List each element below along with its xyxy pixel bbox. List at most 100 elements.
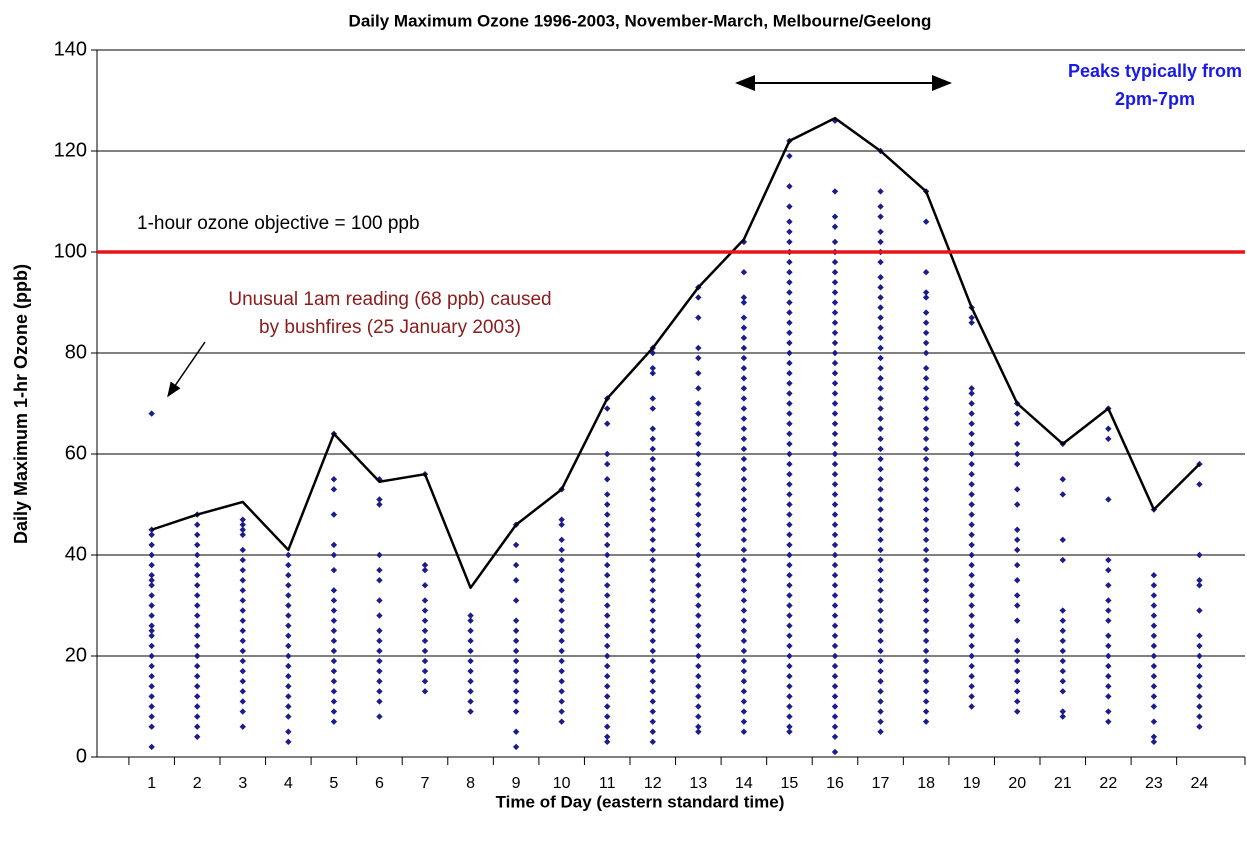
data-point: [512, 617, 520, 624]
data-point: [922, 617, 930, 624]
data-point: [649, 435, 656, 443]
data-point: [786, 460, 793, 468]
data-point: [922, 445, 930, 453]
data-point: [558, 516, 565, 523]
data-point: [968, 642, 975, 650]
data-point: [330, 617, 338, 624]
data-point: [148, 551, 155, 559]
data-point: [649, 526, 656, 533]
data-point: [604, 561, 611, 569]
data-point: [877, 228, 884, 235]
data-point: [285, 652, 292, 660]
data-point: [740, 395, 748, 402]
data-point: [968, 491, 975, 498]
data-point: [558, 637, 565, 645]
data-point: [877, 425, 884, 432]
data-point: [148, 410, 155, 417]
data-point: [831, 713, 839, 720]
data-point: [1105, 683, 1112, 690]
data-point: [740, 617, 748, 624]
data-point: [239, 556, 246, 564]
data-point: [695, 642, 702, 650]
data-point: [1105, 662, 1112, 670]
data-point: [1105, 693, 1112, 700]
data-point: [922, 587, 930, 594]
data-point: [649, 516, 656, 523]
data-point: [831, 471, 839, 478]
data-point: [239, 531, 246, 538]
data-point: [968, 460, 975, 468]
data-point: [330, 607, 338, 614]
data-point: [604, 460, 611, 468]
data-point: [922, 465, 930, 473]
data-point: [695, 294, 702, 301]
data-point: [740, 556, 748, 564]
data-point: [877, 637, 884, 645]
y-tick-label: 20: [65, 644, 87, 666]
data-point: [968, 662, 975, 670]
data-point: [1014, 602, 1021, 609]
data-point: [194, 592, 201, 599]
data-point: [740, 385, 748, 392]
data-point: [239, 597, 246, 604]
y-tick-label: 60: [65, 442, 87, 464]
data-point: [831, 592, 839, 599]
data-point: [285, 612, 292, 619]
data-point: [740, 506, 748, 513]
data-point: [1105, 425, 1112, 432]
x-tick-label: 1: [147, 775, 156, 792]
x-tick-label: 20: [1008, 775, 1026, 792]
data-point: [968, 440, 975, 448]
data-point: [740, 587, 748, 594]
data-point: [877, 213, 884, 220]
data-point: [1014, 526, 1021, 533]
data-point: [695, 723, 702, 730]
data-point: [194, 551, 201, 559]
data-point: [831, 440, 839, 448]
data-point: [968, 471, 975, 478]
data-point: [922, 294, 930, 301]
data-point: [740, 698, 748, 705]
data-point: [1014, 440, 1021, 448]
data-point: [1150, 622, 1158, 629]
data-point: [239, 546, 246, 554]
data-point: [831, 319, 839, 326]
data-point: [239, 607, 246, 614]
x-tick-label: 22: [1099, 775, 1117, 792]
data-point: [786, 723, 793, 730]
data-point: [786, 693, 793, 700]
data-point: [831, 450, 839, 458]
data-point: [740, 375, 748, 382]
data-point: [968, 602, 975, 609]
data-point: [1059, 556, 1066, 564]
data-point: [695, 385, 702, 392]
data-point: [649, 667, 656, 675]
data-point: [285, 713, 292, 720]
data-point: [922, 637, 930, 645]
data-point: [695, 481, 702, 488]
data-point: [877, 526, 884, 533]
data-point: [1150, 718, 1158, 725]
data-point: [604, 582, 611, 589]
data-point: [558, 667, 565, 675]
data-point: [740, 607, 748, 614]
data-point: [330, 566, 338, 574]
y-tick-label: 80: [65, 341, 87, 363]
data-point: [831, 652, 839, 660]
data-point: [740, 516, 748, 523]
data-point: [695, 511, 702, 518]
data-point: [1196, 683, 1203, 690]
data-point: [968, 400, 975, 407]
data-point: [968, 390, 975, 397]
data-point: [786, 258, 793, 266]
data-point: [1014, 647, 1021, 655]
chart-title: Daily Maximum Ozone 1996-2003, November-…: [349, 11, 932, 30]
data-point: [740, 627, 748, 634]
data-point: [922, 385, 930, 392]
data-point: [1150, 693, 1158, 700]
data-point: [877, 203, 884, 210]
data-point: [512, 627, 520, 634]
data-point: [740, 496, 748, 503]
data-point: [786, 238, 793, 246]
data-point: [649, 738, 656, 746]
